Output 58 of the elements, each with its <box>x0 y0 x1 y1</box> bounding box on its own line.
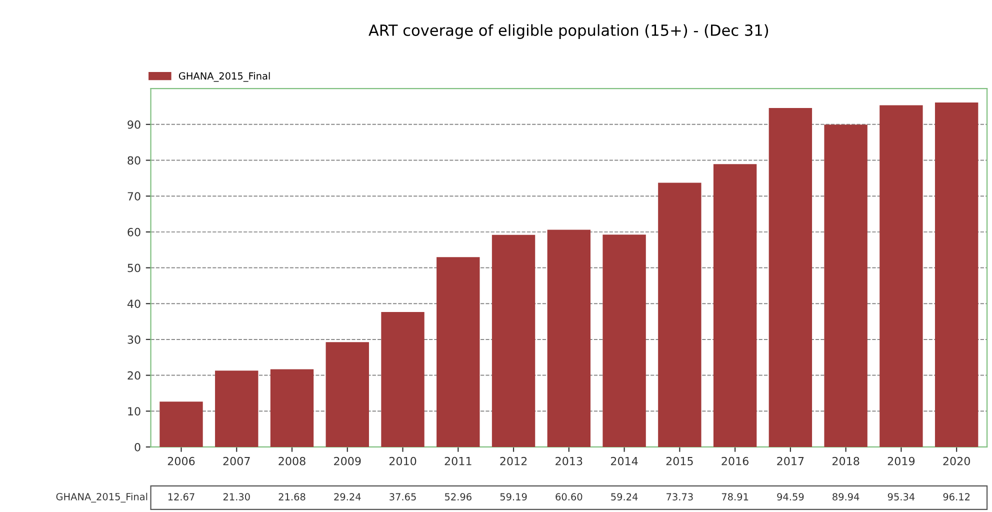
legend-label: GHANA_2015_Final <box>178 72 270 82</box>
data-label: 12.67 <box>168 493 194 500</box>
x-tick-label: 2018 <box>832 456 860 466</box>
x-tick-label: 2014 <box>610 456 638 466</box>
x-tick-label: 2020 <box>943 456 970 466</box>
y-tick-label: 80 <box>128 156 140 165</box>
x-tick-label: 2007 <box>223 456 250 466</box>
y-tick-label: 20 <box>128 371 140 380</box>
bar <box>492 234 536 447</box>
data-label: 29.24 <box>334 493 361 500</box>
bar <box>160 402 203 447</box>
chart-title: ART coverage of eligible population (15+) - (Dec 31) <box>368 24 768 39</box>
data-label: 60.60 <box>556 493 582 500</box>
bar <box>326 342 369 447</box>
bar <box>215 370 258 447</box>
bar <box>381 312 424 447</box>
data-label: 96.12 <box>943 493 970 500</box>
bar <box>713 164 757 447</box>
y-tick-label: 70 <box>128 192 140 200</box>
x-tick-label: 2012 <box>500 456 527 466</box>
x-tick-label: 2015 <box>666 456 693 466</box>
bar <box>270 369 314 447</box>
text: GHANA_2015_Final <box>56 492 148 503</box>
data-label: 94.59 <box>777 493 804 500</box>
x-tick-label: 2019 <box>888 456 915 466</box>
x-tick-label: 2008 <box>278 456 306 466</box>
bar <box>658 182 702 447</box>
data-label: 21.30 <box>223 493 250 500</box>
bar <box>934 102 978 447</box>
y-tick-label: 30 <box>128 335 140 344</box>
y-tick-label: 90 <box>128 120 140 129</box>
x-tick-label: 2010 <box>389 456 416 466</box>
data-label: 37.65 <box>390 493 416 500</box>
bar <box>547 230 591 447</box>
y-tick-label: 0 <box>134 442 140 452</box>
x-tick-label: 2009 <box>334 456 361 466</box>
data-label: 73.73 <box>666 493 693 500</box>
x-tick-label: 2013 <box>556 456 582 466</box>
bar <box>880 105 923 447</box>
y-tick-label: 10 <box>128 407 140 416</box>
y-tick-label: 50 <box>128 264 140 272</box>
data-label: 21.68 <box>278 493 306 500</box>
x-tick-label: 2016 <box>722 456 748 466</box>
y-tick-label: 60 <box>128 228 140 236</box>
data-label: 89.94 <box>832 493 860 500</box>
bar <box>436 257 480 447</box>
data-label: 59.24 <box>611 493 638 500</box>
x-tick-label: 2017 <box>777 456 804 466</box>
bar <box>602 234 646 447</box>
y-tick-label: 40 <box>127 300 140 308</box>
data-label: 78.91 <box>722 493 748 500</box>
bar <box>768 108 812 447</box>
data-label: 52.96 <box>444 493 472 500</box>
x-tick-label: 2011 <box>444 456 472 466</box>
x-tick-label: 2006 <box>168 456 195 466</box>
data-label: 59.19 <box>500 493 527 500</box>
bar <box>824 124 868 447</box>
data-label: 95.34 <box>888 493 915 500</box>
